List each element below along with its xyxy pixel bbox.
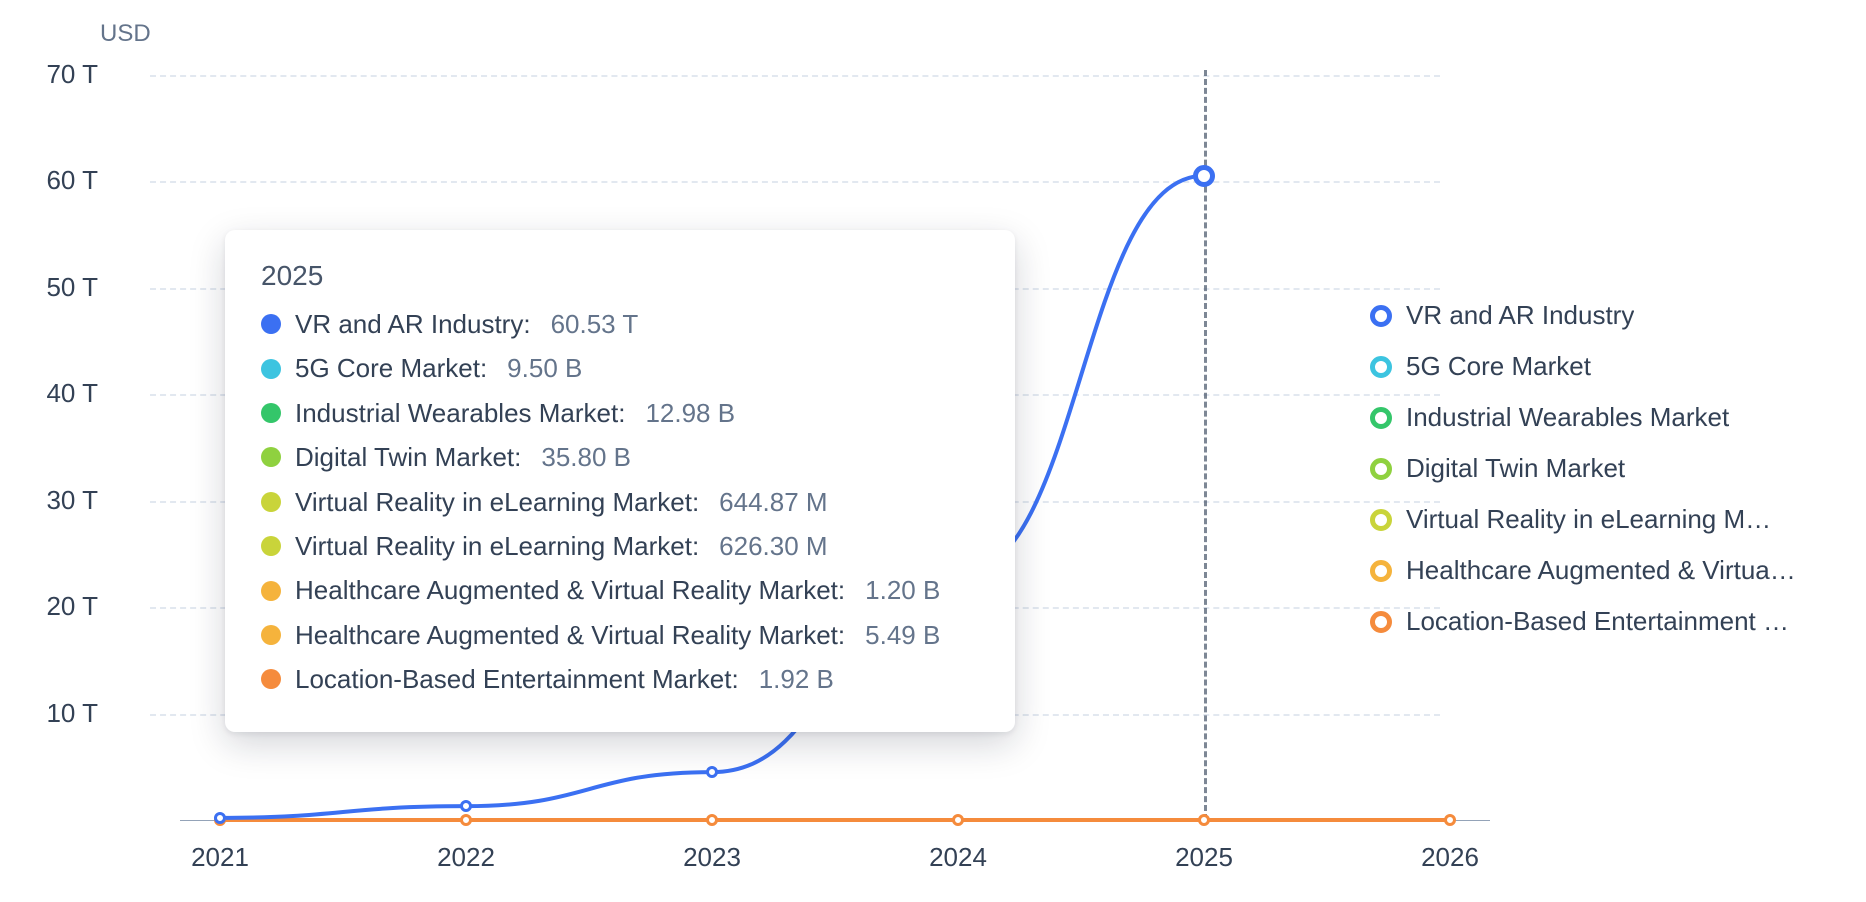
tooltip-series-label: Industrial Wearables Market: xyxy=(295,395,625,431)
tooltip-row: Virtual Reality in eLearning Market: 626… xyxy=(261,528,979,564)
gridline xyxy=(150,75,1440,77)
gridline xyxy=(150,181,1440,183)
legend-item[interactable]: Digital Twin Market xyxy=(1370,453,1796,484)
y-tick-label: 40 T xyxy=(28,378,98,409)
tooltip-series-value: 12.98 B xyxy=(645,395,735,431)
tooltip-series-label: VR and AR Industry: xyxy=(295,306,531,342)
data-marker xyxy=(1193,165,1215,187)
tooltip-row: VR and AR Industry: 60.53 T xyxy=(261,306,979,342)
legend-item[interactable]: Healthcare Augmented & Virtua… xyxy=(1370,555,1796,586)
tooltip-series-dot-icon xyxy=(261,314,281,334)
tooltip-series-label: Healthcare Augmented & Virtual Reality M… xyxy=(295,572,845,608)
legend-item[interactable]: Industrial Wearables Market xyxy=(1370,402,1796,433)
legend-label: Industrial Wearables Market xyxy=(1406,402,1729,433)
tooltip-series-dot-icon xyxy=(261,447,281,467)
legend-label: Digital Twin Market xyxy=(1406,453,1625,484)
tooltip-row: Virtual Reality in eLearning Market: 644… xyxy=(261,484,979,520)
tooltip-series-label: Virtual Reality in eLearning Market: xyxy=(295,484,699,520)
tooltip-series-dot-icon xyxy=(261,492,281,512)
y-tick-label: 70 T xyxy=(28,59,98,90)
tooltip-row: Location-Based Entertainment Market: 1.9… xyxy=(261,661,979,697)
tooltip-series-label: Digital Twin Market: xyxy=(295,439,521,475)
tooltip-series-value: 1.20 B xyxy=(865,572,940,608)
legend-marker-icon xyxy=(1370,560,1392,582)
data-marker xyxy=(706,814,718,826)
tooltip-series-label: Healthcare Augmented & Virtual Reality M… xyxy=(295,617,845,653)
y-tick-label: 30 T xyxy=(28,485,98,516)
tooltip-row: Healthcare Augmented & Virtual Reality M… xyxy=(261,572,979,608)
y-tick-label: 60 T xyxy=(28,165,98,196)
legend-item[interactable]: Location-Based Entertainment … xyxy=(1370,606,1796,637)
tooltip-row: Digital Twin Market: 35.80 B xyxy=(261,439,979,475)
tooltip-series-value: 626.30 M xyxy=(719,528,827,564)
tooltip-series-value: 35.80 B xyxy=(541,439,631,475)
x-axis-line xyxy=(180,820,1490,821)
y-tick-label: 10 T xyxy=(28,698,98,729)
tooltip-series-dot-icon xyxy=(261,403,281,423)
legend-marker-icon xyxy=(1370,458,1392,480)
legend-label: 5G Core Market xyxy=(1406,351,1591,382)
legend-item[interactable]: 5G Core Market xyxy=(1370,351,1796,382)
legend-label: VR and AR Industry xyxy=(1406,300,1634,331)
y-axis-title: USD xyxy=(100,20,151,48)
tooltip-row: Healthcare Augmented & Virtual Reality M… xyxy=(261,617,979,653)
tooltip-series-label: 5G Core Market: xyxy=(295,350,487,386)
data-marker xyxy=(460,814,472,826)
legend-item[interactable]: Virtual Reality in eLearning M… xyxy=(1370,504,1796,535)
tooltip-series-dot-icon xyxy=(261,359,281,379)
x-tick-label: 2025 xyxy=(1175,842,1233,873)
legend-label: Virtual Reality in eLearning M… xyxy=(1406,504,1771,535)
x-tick-label: 2023 xyxy=(683,842,741,873)
legend-marker-icon xyxy=(1370,509,1392,531)
tooltip: 2025 VR and AR Industry: 60.53 T 5G Core … xyxy=(225,230,1015,732)
tooltip-series-value: 9.50 B xyxy=(507,350,582,386)
tooltip-series-label: Location-Based Entertainment Market: xyxy=(295,661,739,697)
tooltip-series-label: Virtual Reality in eLearning Market: xyxy=(295,528,699,564)
legend-item[interactable]: VR and AR Industry xyxy=(1370,300,1796,331)
legend-marker-icon xyxy=(1370,407,1392,429)
tooltip-series-value: 644.87 M xyxy=(719,484,827,520)
legend-marker-icon xyxy=(1370,611,1392,633)
tooltip-year: 2025 xyxy=(261,260,979,292)
tooltip-series-value: 60.53 T xyxy=(551,306,639,342)
tooltip-series-dot-icon xyxy=(261,581,281,601)
x-tick-label: 2024 xyxy=(929,842,987,873)
data-marker xyxy=(952,814,964,826)
x-tick-label: 2026 xyxy=(1421,842,1479,873)
legend-marker-icon xyxy=(1370,305,1392,327)
data-marker xyxy=(460,800,472,812)
legend: VR and AR Industry 5G Core Market Industri… xyxy=(1370,300,1796,657)
tooltip-series-value: 1.92 B xyxy=(759,661,834,697)
x-tick-label: 2021 xyxy=(191,842,249,873)
data-marker xyxy=(1444,814,1456,826)
y-tick-label: 50 T xyxy=(28,272,98,303)
tooltip-row: Industrial Wearables Market: 12.98 B xyxy=(261,395,979,431)
data-marker xyxy=(1198,814,1210,826)
y-tick-label: 20 T xyxy=(28,591,98,622)
x-tick-label: 2022 xyxy=(437,842,495,873)
tooltip-series-dot-icon xyxy=(261,669,281,689)
tooltip-series-dot-icon xyxy=(261,536,281,556)
data-marker xyxy=(706,766,718,778)
chart-container: USD 10 T 20 T 30 T 40 T 50 T 60 T 70 T 2021 202… xyxy=(0,0,1866,902)
legend-label: Location-Based Entertainment … xyxy=(1406,606,1789,637)
legend-marker-icon xyxy=(1370,356,1392,378)
tooltip-series-dot-icon xyxy=(261,625,281,645)
tooltip-series-value: 5.49 B xyxy=(865,617,940,653)
tooltip-row: 5G Core Market: 9.50 B xyxy=(261,350,979,386)
tooltip-rows: VR and AR Industry: 60.53 T 5G Core Marke… xyxy=(261,306,979,698)
data-marker xyxy=(214,812,226,824)
legend-label: Healthcare Augmented & Virtua… xyxy=(1406,555,1796,586)
